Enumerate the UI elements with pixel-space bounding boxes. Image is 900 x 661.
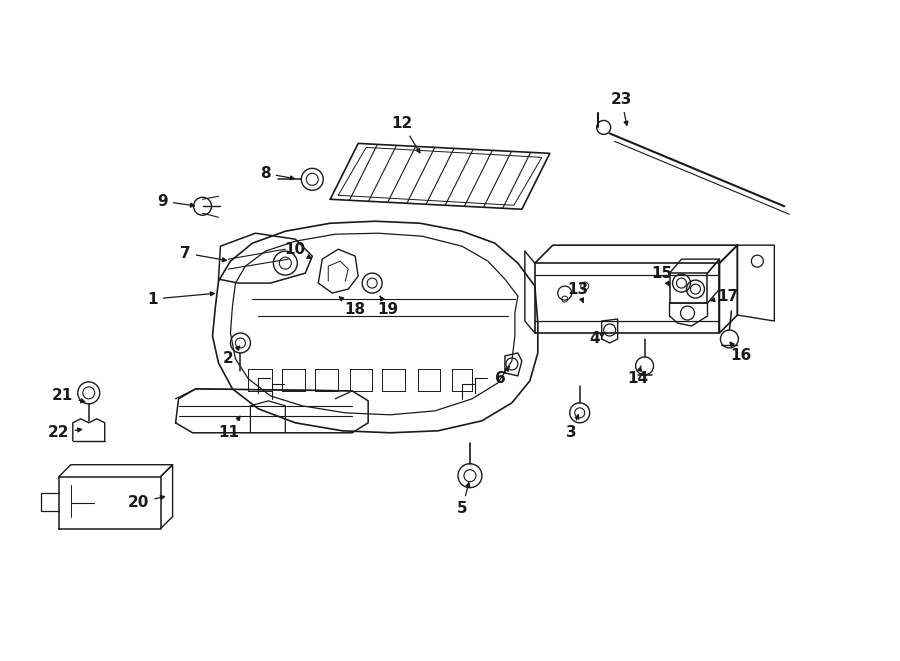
Text: 19: 19 — [378, 296, 399, 317]
Text: 11: 11 — [218, 416, 240, 440]
Text: 8: 8 — [260, 166, 294, 181]
Text: 6: 6 — [494, 366, 509, 387]
Text: 9: 9 — [158, 194, 194, 209]
Text: 10: 10 — [284, 242, 311, 258]
Text: 21: 21 — [52, 389, 85, 403]
Text: 16: 16 — [730, 342, 752, 364]
Text: 7: 7 — [180, 246, 227, 262]
Text: 4: 4 — [590, 331, 605, 346]
Text: 23: 23 — [611, 92, 633, 126]
Text: 1: 1 — [148, 292, 214, 307]
Text: 5: 5 — [456, 483, 470, 516]
Text: 13: 13 — [567, 282, 589, 302]
Text: 12: 12 — [392, 116, 420, 153]
Text: 18: 18 — [339, 297, 365, 317]
Text: 14: 14 — [627, 366, 648, 387]
Text: 20: 20 — [128, 495, 165, 510]
Text: 22: 22 — [48, 425, 82, 440]
Text: 15: 15 — [651, 266, 672, 286]
Text: 3: 3 — [566, 414, 579, 440]
Text: 2: 2 — [223, 346, 239, 366]
Text: 17: 17 — [711, 289, 738, 303]
